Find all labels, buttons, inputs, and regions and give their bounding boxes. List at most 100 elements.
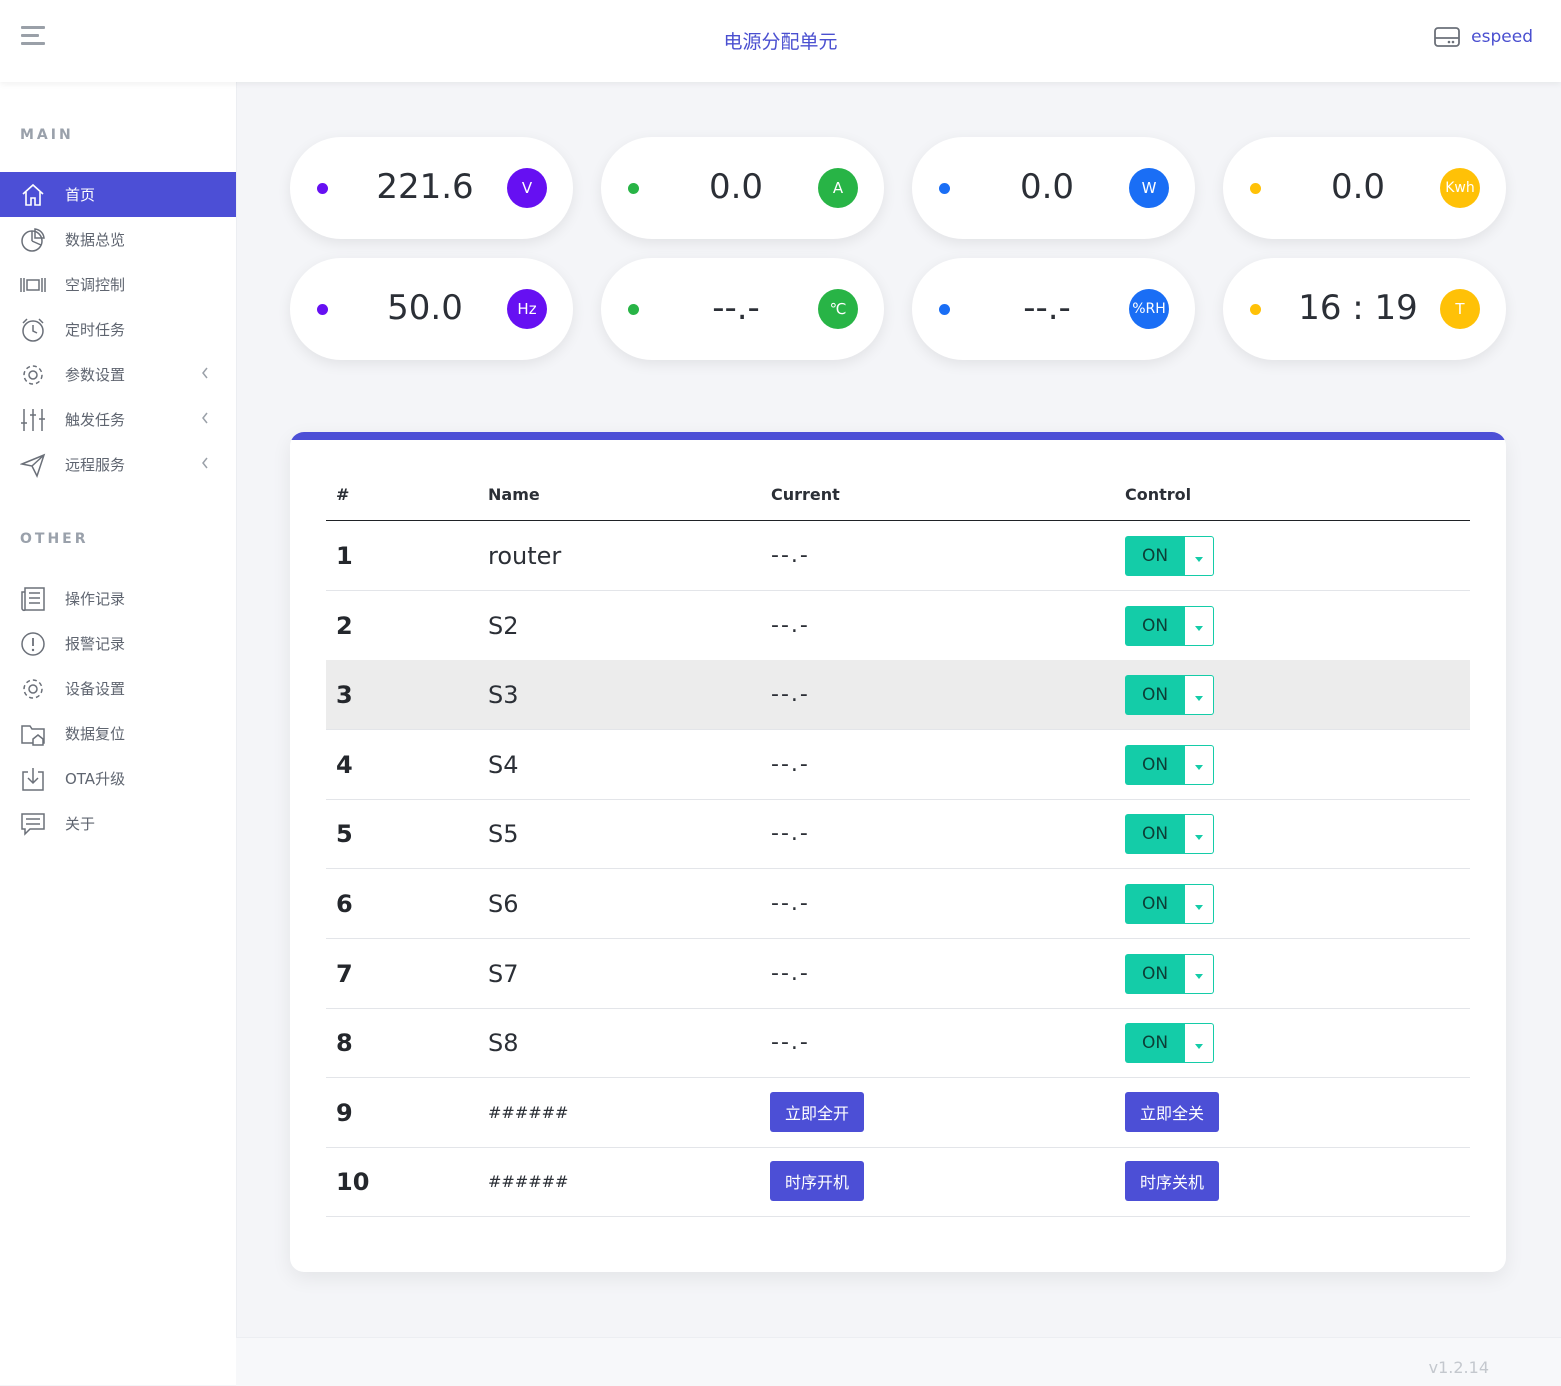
dropdown-toggle[interactable] [1185, 953, 1214, 994]
outlet-current: --.- [771, 891, 810, 916]
dropdown-toggle[interactable] [1185, 814, 1214, 855]
on-button[interactable]: ON [1125, 884, 1185, 924]
dropdown-toggle[interactable] [1185, 536, 1214, 576]
outlet-control-split-button[interactable]: ON [1125, 744, 1214, 785]
caret-down-icon [1195, 616, 1203, 635]
outlet-name: router [488, 542, 562, 570]
outlet-control-split-button[interactable]: ON [1125, 536, 1214, 576]
sidebar-item-remote-service[interactable]: 远程服务 [0, 442, 236, 487]
row-number: 10 [336, 1168, 370, 1197]
hamburger-menu-icon[interactable] [21, 26, 45, 48]
sequence-off-button[interactable]: 时序关机 [1125, 1161, 1220, 1202]
sequence-on-button[interactable]: 时序开机 [770, 1161, 865, 1202]
unit-badge: A [818, 168, 858, 208]
footer: v1.2.14 [236, 1337, 1561, 1386]
outlet-control-split-button[interactable]: ON [1125, 1023, 1214, 1064]
outlet-control-split-button[interactable]: ON [1125, 884, 1214, 924]
outlet-control-split-button[interactable]: ON [1125, 814, 1214, 855]
outlet-current: --.- [771, 612, 810, 638]
sidebar-item-data-reset[interactable]: 数据复位 [0, 711, 236, 756]
outlet-control-split-button[interactable]: ON [1125, 605, 1214, 646]
table-row: 3 S3 --.- ON [326, 660, 1470, 731]
sidebar-item-data-overview[interactable]: 数据总览 [0, 217, 236, 262]
user-menu[interactable]: espeed [1433, 26, 1533, 48]
on-button[interactable]: ON [1125, 675, 1185, 716]
col-header-current: Current [771, 485, 840, 504]
status-dot [1250, 183, 1261, 194]
sidebar-item-about[interactable]: 关于 [0, 801, 236, 846]
sidebar-section-other: OTHER [20, 531, 89, 547]
dropdown-toggle[interactable] [1185, 605, 1214, 646]
stat-value: 0.0 [708, 167, 764, 207]
stat-value: 50.0 [387, 288, 463, 328]
sidebar: MAIN 首页 数据总览 空调控制 定时任务 参数设置 触发任务 远程服务 OT… [0, 82, 237, 1385]
page-title: 电源分配单元 [723, 31, 838, 53]
stat-card: 50.0 Hz [290, 258, 573, 360]
sidebar-item-label: 操作记录 [65, 590, 126, 608]
home-icon [19, 181, 47, 209]
on-button[interactable]: ON [1125, 605, 1185, 646]
on-button[interactable]: ON [1125, 536, 1185, 576]
on-button[interactable]: ON [1125, 744, 1185, 785]
col-header-name: Name [488, 485, 540, 504]
panel-accent-bar [290, 432, 1506, 440]
sidebar-item-operation-log[interactable]: 操作记录 [0, 576, 236, 621]
table-row: 7 S7 --.- ON [326, 939, 1470, 1009]
dropdown-toggle[interactable] [1185, 744, 1214, 785]
caret-down-icon [1195, 755, 1203, 774]
dropdown-toggle[interactable] [1185, 1023, 1214, 1064]
outlet-name: S5 [488, 820, 519, 849]
dropdown-toggle[interactable] [1185, 675, 1214, 716]
gear-icon [19, 361, 47, 389]
table-row: 8 S8 --.- ON [326, 1008, 1470, 1079]
all-off-button[interactable]: 立即全关 [1125, 1091, 1220, 1132]
server-drive-icon [1433, 26, 1461, 48]
sidebar-item-trigger-tasks[interactable]: 触发任务 [0, 397, 236, 442]
unit-badge: V [507, 168, 547, 208]
header-divider [326, 520, 1470, 521]
alert-circle-icon [19, 630, 47, 658]
sidebar-item-label: 参数设置 [65, 366, 126, 384]
sidebar-item-label: OTA升级 [65, 770, 126, 788]
stat-card: 0.0 Kwh [1223, 137, 1506, 239]
outlet-current: --.- [771, 751, 810, 777]
all-on-button[interactable]: 立即全开 [770, 1091, 865, 1132]
sidebar-item-label: 空调控制 [65, 276, 126, 294]
row-number: 8 [336, 1029, 353, 1058]
stat-card: 221.6 V [290, 137, 573, 239]
sidebar-item-alarm-log[interactable]: 报警记录 [0, 621, 236, 666]
col-header-control: Control [1125, 485, 1192, 504]
on-button[interactable]: ON [1125, 814, 1185, 855]
stat-value: 16 : 19 [1298, 288, 1418, 328]
outlet-control-split-button[interactable]: ON [1125, 953, 1214, 994]
outlet-control-split-button[interactable]: ON [1125, 675, 1214, 716]
dropdown-toggle[interactable] [1185, 884, 1214, 924]
sidebar-item-label: 定时任务 [65, 321, 126, 339]
outlet-name: S7 [488, 959, 519, 988]
stat-card: 0.0 A [601, 137, 884, 239]
outlet-name: S4 [488, 750, 519, 779]
outlet-current: --.- [771, 682, 810, 708]
chevron-left-icon [200, 366, 210, 384]
sidebar-item-scheduled-tasks[interactable]: 定时任务 [0, 307, 236, 352]
unit-badge: T [1440, 289, 1480, 329]
sidebar-item-parameter-settings[interactable]: 参数设置 [0, 352, 236, 397]
sidebar-item-device-settings[interactable]: 设备设置 [0, 666, 236, 711]
top-header: 电源分配单元 espeed [0, 0, 1561, 82]
version-label: v1.2.14 [1428, 1358, 1489, 1377]
unit-badge: Kwh [1440, 168, 1480, 208]
on-button[interactable]: ON [1125, 953, 1185, 994]
table-row: 5 S5 --.- ON [326, 799, 1470, 870]
on-button[interactable]: ON [1125, 1023, 1185, 1064]
sidebar-item-home[interactable]: 首页 [0, 172, 236, 217]
row-number: 9 [336, 1098, 353, 1127]
unit-badge: W [1129, 168, 1169, 208]
sidebar-item-label: 设备设置 [65, 680, 126, 698]
sidebar-item-ac-control[interactable]: 空调控制 [0, 262, 236, 307]
caret-down-icon [1195, 825, 1203, 844]
row-number: 6 [336, 890, 353, 918]
pie-chart-icon [19, 226, 47, 254]
status-dot [939, 304, 950, 315]
status-dot [939, 183, 950, 194]
sidebar-item-ota-upgrade[interactable]: OTA升级 [0, 756, 236, 801]
